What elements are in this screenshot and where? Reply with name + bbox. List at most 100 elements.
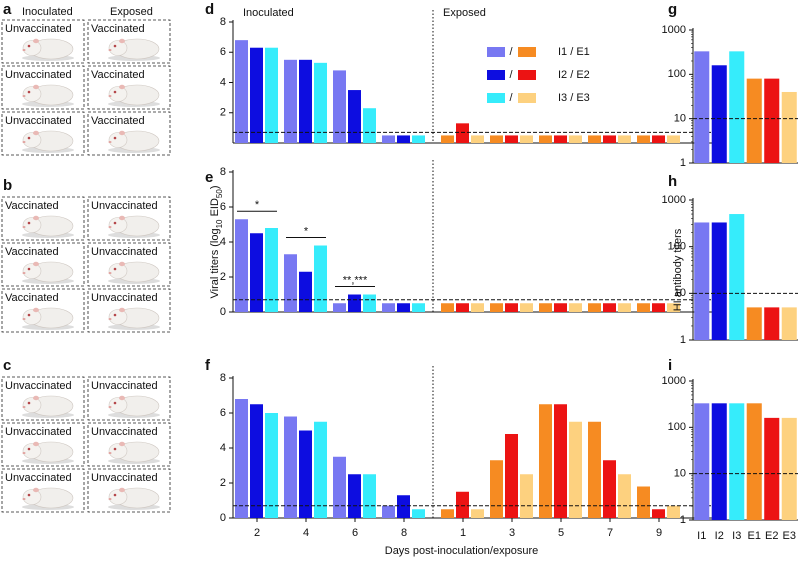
cage-label: Unvaccinated [5,23,72,35]
guinea-pig [108,130,160,153]
pig-ear [119,307,125,313]
bar [397,495,410,518]
bar [746,307,762,340]
bar [652,135,665,143]
bar [694,51,710,163]
pig-nose [22,95,26,97]
legend-separator: / [509,69,513,81]
pig-nose [108,272,112,274]
group-label: Exposed [443,7,486,19]
x-tick-label: 2 [254,527,260,539]
legend-swatch [487,47,505,57]
panel-letter: d [205,1,214,18]
bar [711,403,727,520]
bar [652,303,665,312]
y-tick-label: 2 [220,477,226,489]
guinea-pig [108,215,160,238]
bar [284,416,297,518]
bar [618,135,631,143]
significance-label: * [304,225,309,237]
guinea-pig [22,487,74,510]
y-tick-label: 0 [220,306,226,318]
bar [588,135,601,143]
panel-letter: h [668,173,677,190]
y-axis-label-part: 10 [215,219,224,228]
bar [711,65,727,163]
bar [618,303,631,312]
bar [554,303,567,312]
significance-label: **,*** [343,274,368,286]
guinea-pig [22,307,74,330]
bar [348,90,361,143]
bar [539,135,552,143]
pig-head [22,217,42,233]
bar [471,509,484,518]
panel-letter: c [3,357,11,374]
bar [397,135,410,143]
bar [618,474,631,518]
pig-ear [33,307,39,313]
bar [764,78,780,163]
cage-label: Unvaccinated [5,115,72,127]
pig-eye [113,493,117,497]
legend-swatch [487,93,505,103]
x-tick-label: E3 [783,530,796,542]
panel-letter: i [668,357,672,374]
bar [314,245,327,312]
bar [265,228,278,312]
bar [490,460,503,518]
y-axis-label-part: EID [209,198,221,219]
cage-label: Vaccinated [91,23,145,35]
cage [87,288,171,333]
y-tick-label: 2 [220,107,226,119]
guinea-pig [108,395,160,418]
pig-eye [27,267,31,271]
pig-head [22,86,42,102]
pig-head [108,40,128,56]
bar [781,91,797,163]
bar [764,417,780,520]
bar [729,214,745,340]
pig-ear [33,38,39,44]
x-tick-label: 4 [303,527,309,539]
bar [382,303,395,312]
cage [1,376,85,421]
pig-head [22,397,42,413]
bar [588,421,601,518]
pig-nose [22,318,26,320]
pig-eye [27,221,31,225]
guinea-pig [22,38,74,61]
bar [299,430,312,518]
bar [314,62,327,143]
bar [490,303,503,312]
pig-nose [108,406,112,408]
pig-ear [119,84,125,90]
cage [87,242,171,287]
pig-nose [22,226,26,228]
bar [235,40,248,143]
legend-swatch [518,47,536,57]
bar [456,491,469,518]
bar [299,59,312,143]
bar [456,123,469,143]
pig-head [22,309,42,325]
bar [554,404,567,518]
x-tick-label: I3 [732,530,741,542]
legend-label: I2 / E2 [558,69,590,81]
pig-nose [22,452,26,454]
cage-label: Vaccinated [5,246,59,258]
pig-eye [113,221,117,225]
bar [397,303,410,312]
y-tick-label: 1000 [662,194,686,206]
bar [505,135,518,143]
guinea-pig [22,130,74,153]
pig-eye [113,44,117,48]
legend-label: I1 / E1 [558,46,590,58]
bar [363,294,376,312]
bar [603,135,616,143]
cage-label: Vaccinated [91,115,145,127]
bar [520,474,533,518]
y-tick-label: 1 [680,514,686,526]
pig-ear [33,441,39,447]
